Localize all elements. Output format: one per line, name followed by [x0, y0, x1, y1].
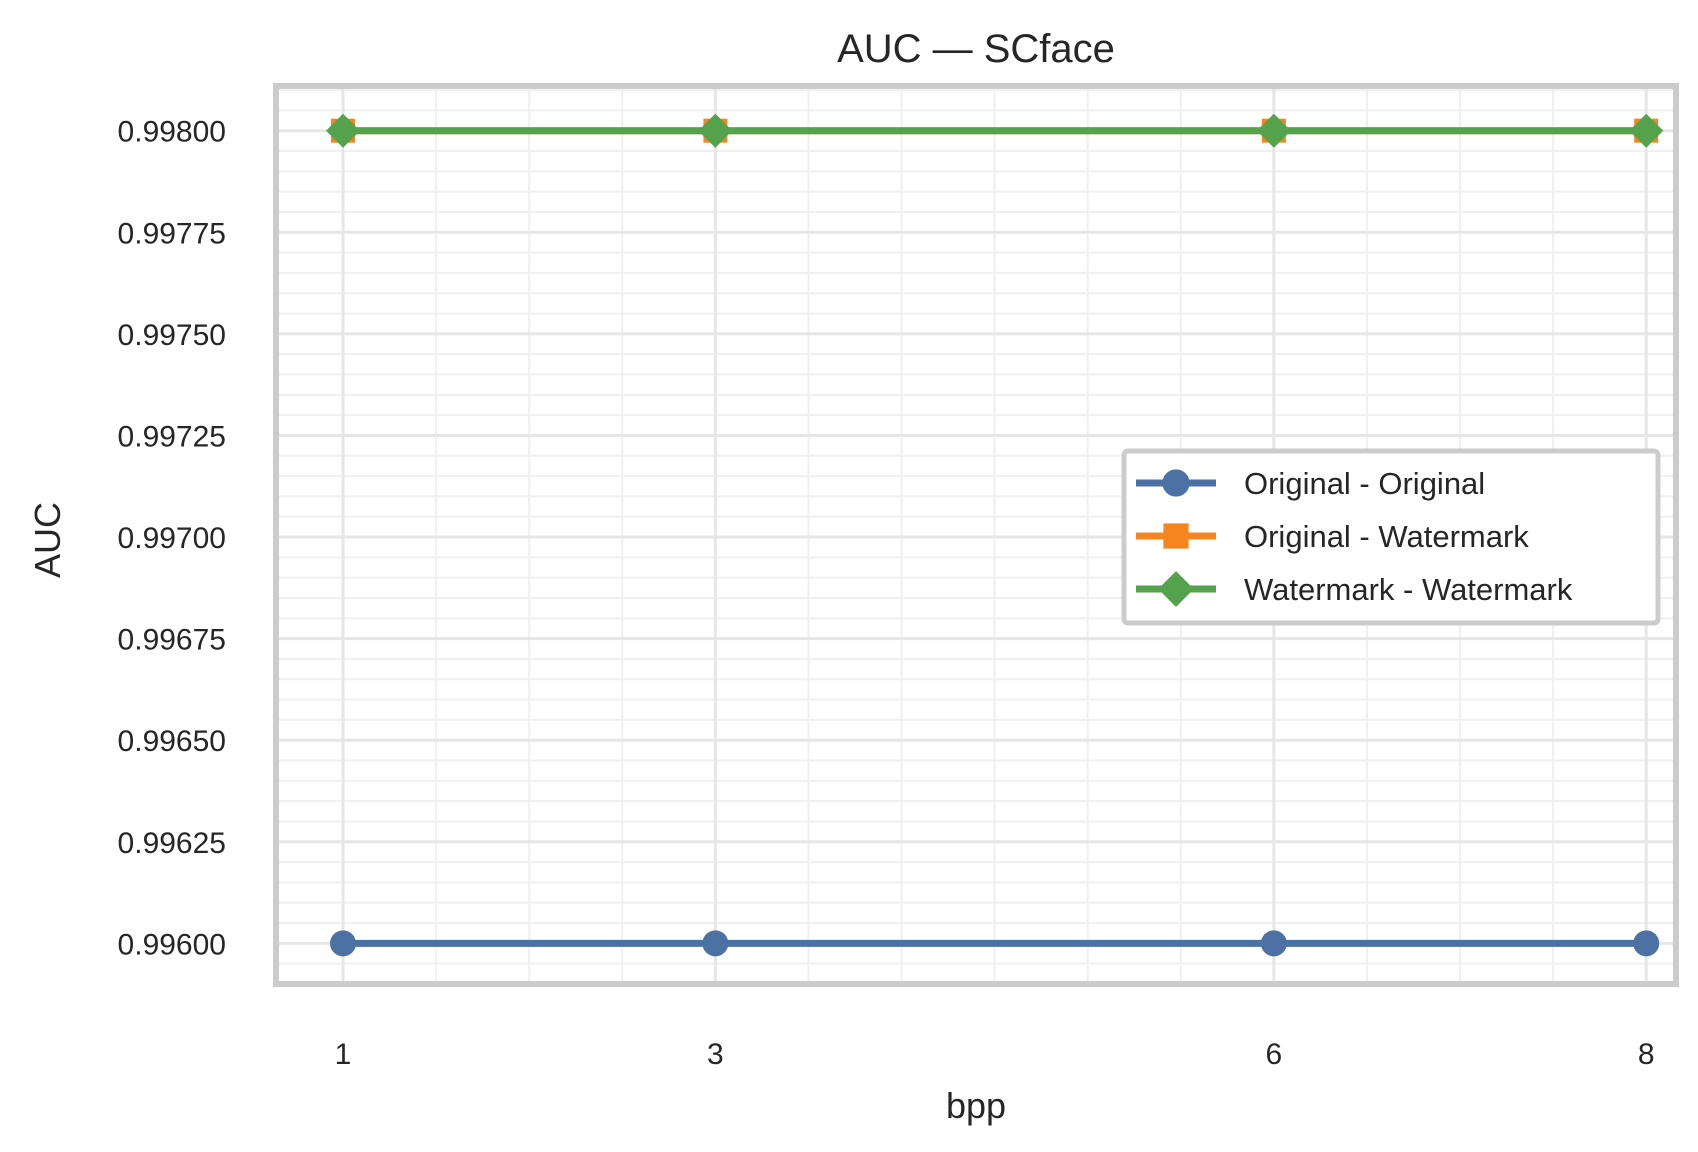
- data-point: [1260, 930, 1287, 957]
- y-tick-label: 0.99775: [118, 217, 226, 250]
- x-axis-ticks: 1 3 6 8: [335, 1038, 1655, 1071]
- data-point: [698, 113, 733, 148]
- y-tick-label: 0.99700: [118, 522, 226, 555]
- legend-item: Watermark - Watermark: [1136, 571, 1573, 607]
- chart-title: AUC — SCface: [837, 27, 1115, 71]
- data-point: [330, 930, 357, 957]
- y-tick-label: 0.99725: [118, 420, 226, 453]
- series-1: [330, 930, 1660, 957]
- series-3: [326, 113, 1664, 148]
- legend-box: [1121, 448, 1661, 626]
- data-point: [1256, 113, 1291, 148]
- legend-item: Original - Watermark: [1136, 519, 1529, 554]
- data-point: [1629, 113, 1664, 148]
- x-axis-label: bpp: [946, 1085, 1006, 1126]
- legend: Original - Original Original - Watermark W…: [1121, 448, 1661, 626]
- y-axis-ticks: 0.99600 0.99625 0.99650 0.99675 0.99700 0.997…: [118, 116, 226, 962]
- y-axis-label: AUC: [27, 502, 68, 578]
- y-tick-label: 0.99600: [118, 928, 226, 961]
- legend-label: Watermark - Watermark: [1244, 572, 1573, 607]
- legend-item: Original - Original: [1136, 466, 1485, 501]
- data-point: [702, 930, 729, 957]
- x-tick-label: 8: [1638, 1038, 1655, 1071]
- series-group: [326, 113, 1664, 957]
- data-point: [326, 113, 361, 148]
- x-tick-label: 6: [1266, 1038, 1283, 1071]
- x-tick-label: 3: [707, 1038, 724, 1071]
- y-tick-label: 0.99675: [118, 624, 226, 657]
- legend-label: Original - Watermark: [1244, 519, 1529, 554]
- x-tick-label: 1: [335, 1038, 352, 1071]
- legend-marker: [1158, 571, 1194, 607]
- y-tick-label: 0.99625: [118, 827, 226, 860]
- data-point: [1633, 930, 1660, 957]
- y-tick-label: 0.99800: [118, 116, 226, 149]
- plot-frame: [273, 83, 1679, 987]
- legend-label: Original - Original: [1244, 466, 1485, 501]
- legend-marker: [1162, 469, 1190, 497]
- y-tick-label: 0.99750: [118, 319, 226, 352]
- legend-marker: [1163, 523, 1189, 549]
- y-tick-label: 0.99650: [118, 725, 226, 758]
